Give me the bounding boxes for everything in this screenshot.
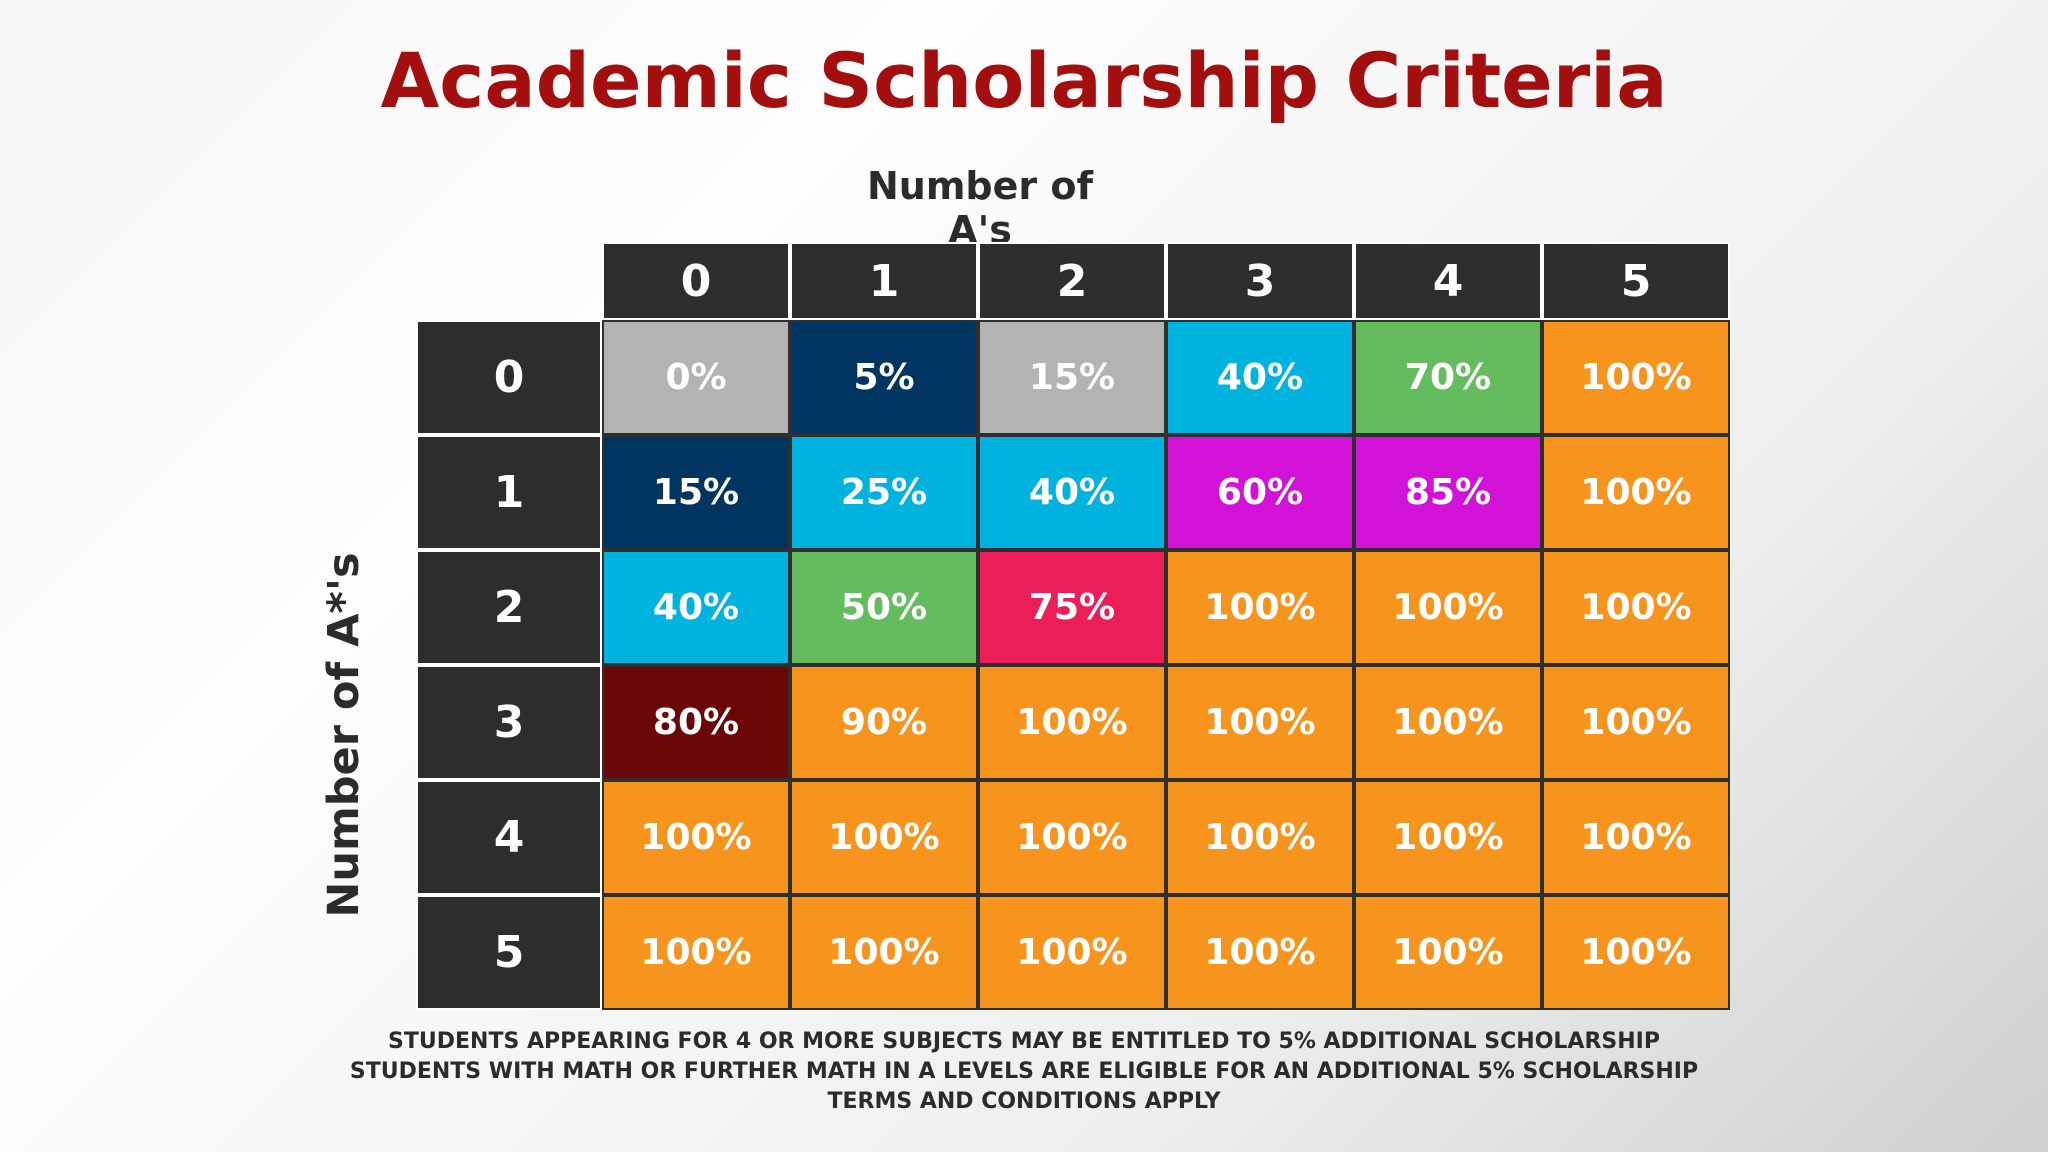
heatmap-cell: 100%	[1354, 780, 1542, 895]
heatmap-cell: 100%	[1354, 665, 1542, 780]
heatmap-cell: 100%	[1542, 320, 1730, 435]
heatmap-cell: 100%	[1542, 550, 1730, 665]
heatmap-cell: 40%	[602, 550, 790, 665]
heatmap-cell: 100%	[1542, 895, 1730, 1010]
footnote-line: STUDENTS WITH MATH OR FURTHER MATH IN A …	[349, 1059, 1699, 1084]
column-header: 1	[790, 242, 978, 320]
footnotes: STUDENTS APPEARING FOR 4 OR MORE SUBJECT…	[0, 1027, 2048, 1117]
heatmap-cell: 70%	[1354, 320, 1542, 435]
heatmap-cell: 100%	[978, 780, 1166, 895]
column-header: 2	[978, 242, 1166, 320]
heatmap-cell: 100%	[1354, 550, 1542, 665]
heatmap-cell: 40%	[1166, 320, 1354, 435]
heatmap-cell: 5%	[790, 320, 978, 435]
heatmap-cell: 100%	[1166, 780, 1354, 895]
row-header: 4	[416, 780, 602, 895]
heatmap-cell: 80%	[602, 665, 790, 780]
heatmap-cell: 100%	[1166, 550, 1354, 665]
heatmap-cell: 50%	[790, 550, 978, 665]
heatmap-cell: 100%	[1542, 780, 1730, 895]
x-axis-label: Number of A's	[866, 164, 1094, 252]
heatmap-cell: 100%	[1354, 895, 1542, 1010]
column-header: 4	[1354, 242, 1542, 320]
heatmap-cell: 100%	[1542, 665, 1730, 780]
row-header: 1	[416, 435, 602, 550]
heatmap-cell: 25%	[790, 435, 978, 550]
footnote-line: TERMS AND CONDITIONS APPLY	[827, 1089, 1221, 1114]
column-header: 3	[1166, 242, 1354, 320]
row-header: 5	[416, 895, 602, 1010]
footnote-line: STUDENTS APPEARING FOR 4 OR MORE SUBJECT…	[388, 1029, 1660, 1054]
heatmap-cell: 40%	[978, 435, 1166, 550]
heatmap-cell: 90%	[790, 665, 978, 780]
heatmap-cell: 100%	[1166, 665, 1354, 780]
heatmap-cell: 100%	[978, 895, 1166, 1010]
row-header: 3	[416, 665, 602, 780]
column-header: 5	[1542, 242, 1730, 320]
heatmap-cell: 0%	[602, 320, 790, 435]
column-header: 0	[602, 242, 790, 320]
heatmap-cell: 100%	[1166, 895, 1354, 1010]
row-header: 0	[416, 320, 602, 435]
heatmap-cell: 100%	[978, 665, 1166, 780]
heatmap-cell: 100%	[790, 895, 978, 1010]
row-header: 2	[416, 550, 602, 665]
heatmap-cell: 100%	[790, 780, 978, 895]
chart-title: Academic Scholarship Criteria	[380, 36, 1668, 125]
heatmap-cell: 100%	[602, 780, 790, 895]
heatmap-cell: 85%	[1354, 435, 1542, 550]
heatmap-cell: 15%	[978, 320, 1166, 435]
heatmap-cell: 100%	[1542, 435, 1730, 550]
heatmap-cell: 75%	[978, 550, 1166, 665]
heatmap-cell: 15%	[602, 435, 790, 550]
heatmap-cell: 60%	[1166, 435, 1354, 550]
heatmap-cell: 100%	[602, 895, 790, 1010]
